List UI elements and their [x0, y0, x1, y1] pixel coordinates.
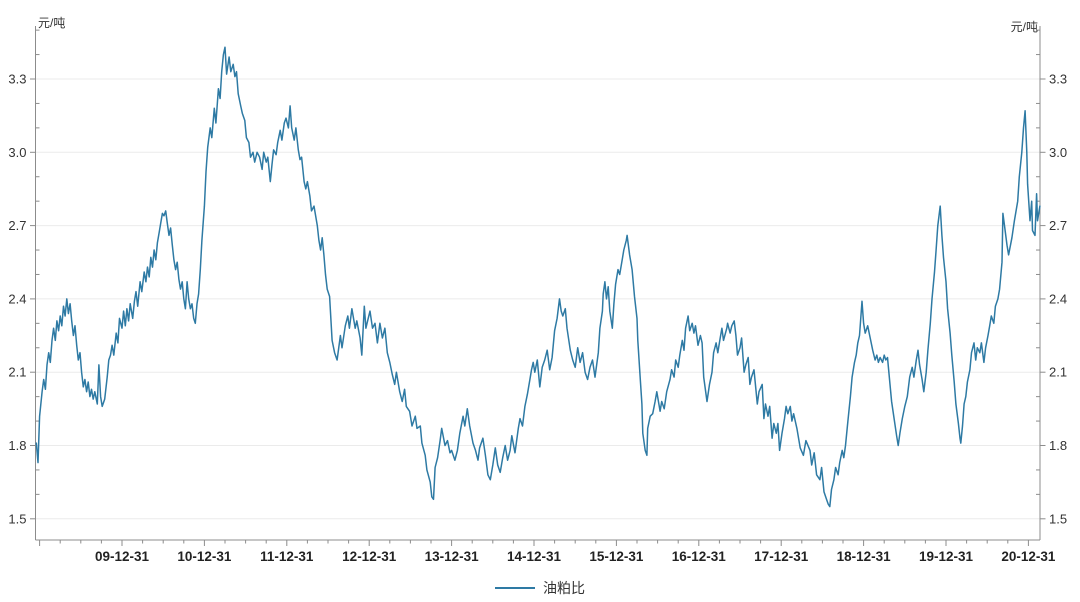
- x-tick-label: 18-12-31: [837, 549, 892, 564]
- legend-line-swatch: [495, 587, 535, 589]
- y-tick-label: 1.5: [8, 511, 26, 526]
- x-tick-label: 20-12-31: [1001, 549, 1056, 564]
- y-tick-label: 2.4: [8, 291, 26, 306]
- axes: [35, 26, 1041, 541]
- x-tick-label: 09-12-31: [95, 549, 150, 564]
- x-tick-label: 14-12-31: [507, 549, 562, 564]
- y-axis-right: 1.5 1.8 2.1 2.4 2.7 3.0 3.3: [1036, 29, 1067, 526]
- y-tick-label: 2.1: [1049, 365, 1067, 380]
- y-tick-label: 3.3: [1049, 72, 1067, 87]
- y-tick-label: 1.8: [8, 438, 26, 453]
- y-tick-label: 3.0: [8, 145, 26, 160]
- x-tick-label: 11-12-31: [260, 549, 314, 564]
- y-tick-label: 2.7: [8, 218, 26, 233]
- x-tick-label: 15-12-31: [589, 549, 644, 564]
- x-axis: 09-12-31 10-12-31 11-12-31 12-12-31 13-12-31…: [39, 540, 1056, 564]
- x-tick-label: 10-12-31: [177, 549, 232, 564]
- x-tick-label: 19-12-31: [919, 549, 974, 564]
- y-tick-label: 1.5: [1049, 511, 1067, 526]
- y-tick-label: 2.7: [1049, 218, 1067, 233]
- y-axis-unit-label-left: 元/吨: [38, 16, 66, 30]
- y-tick-label: 1.8: [1049, 438, 1067, 453]
- series-line: [35, 46, 1041, 508]
- legend-label: 油粕比: [543, 580, 585, 596]
- x-tick-label: 13-12-31: [425, 549, 480, 564]
- x-tick-label: 16-12-31: [672, 549, 727, 564]
- y-axis-left: 1.5 1.8 2.1 2.4 2.7 3.0 3.3: [8, 29, 40, 526]
- x-tick-label: 17-12-31: [754, 549, 809, 564]
- y-tick-label: 3.3: [8, 72, 26, 87]
- legend: 油粕比: [0, 578, 1080, 598]
- y-tick-label: 2.4: [1049, 291, 1067, 306]
- y-tick-label: 3.0: [1049, 145, 1067, 160]
- y-axis-unit-label-right: 元/吨: [1010, 20, 1038, 34]
- y-tick-label: 2.1: [8, 365, 26, 380]
- x-tick-label: 12-12-31: [342, 549, 397, 564]
